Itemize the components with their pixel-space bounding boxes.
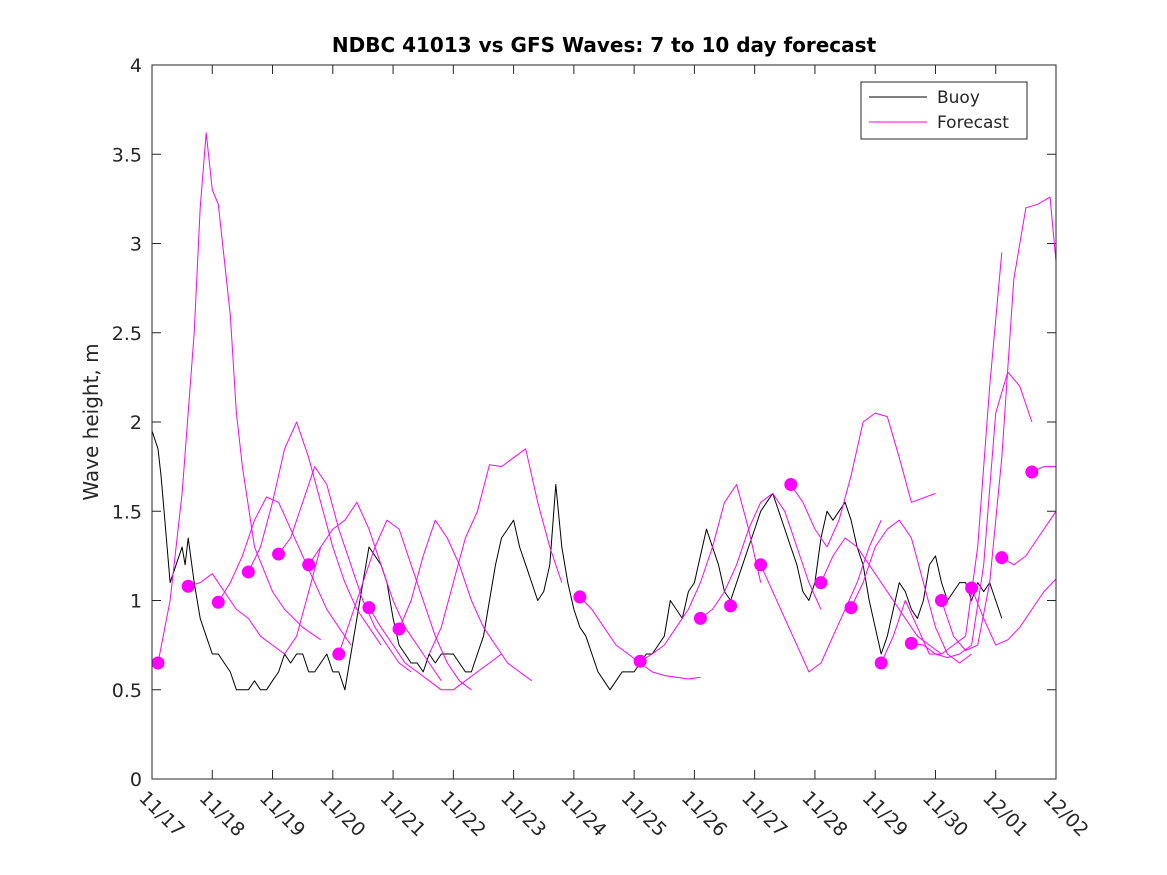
forecast-series-line xyxy=(700,492,822,619)
forecast-init-marker xyxy=(874,656,888,670)
forecast-init-marker xyxy=(151,656,165,670)
forecast-series-line xyxy=(247,421,382,646)
forecast-series-line xyxy=(338,519,472,691)
forecast-init-marker xyxy=(181,579,195,593)
y-tick-label: 3 xyxy=(130,234,142,256)
forecast-series-line xyxy=(368,607,502,691)
forecast-series-line xyxy=(428,448,563,655)
legend-buoy-label: Buoy xyxy=(937,88,980,108)
y-tick-label: 4 xyxy=(130,55,142,77)
forecast-init-marker xyxy=(784,477,798,491)
forecast-init-marker xyxy=(995,551,1009,565)
forecast-series-line xyxy=(971,578,1057,646)
forecast-series-line xyxy=(911,371,1033,659)
forecast-init-marker xyxy=(362,601,376,615)
forecast-series-line xyxy=(820,537,942,655)
forecast-series-line xyxy=(217,496,352,646)
forecast-init-marker xyxy=(693,611,707,625)
forecast-series-line xyxy=(1001,511,1057,566)
forecast-init-marker xyxy=(904,636,918,650)
y-tick-label: 0 xyxy=(130,769,142,791)
forecast-series-line xyxy=(850,519,972,664)
forecast-init-marker xyxy=(392,622,406,636)
y-tick-label: 2 xyxy=(130,412,142,434)
legend-forecast-label: Forecast xyxy=(937,113,1009,133)
y-tick-label: 0.5 xyxy=(112,680,142,702)
series-layer xyxy=(151,132,1057,691)
forecast-init-marker xyxy=(934,594,948,607)
legend: Buoy Forecast xyxy=(860,81,1028,140)
forecast-init-marker xyxy=(724,599,738,613)
forecast-series-line xyxy=(398,519,532,682)
legend-box xyxy=(860,81,1028,140)
forecast-init-marker xyxy=(633,654,647,668)
marker-layer xyxy=(151,465,1039,670)
forecast-series-line xyxy=(157,132,321,664)
forecast-init-marker xyxy=(241,565,255,579)
plot-area xyxy=(152,65,1056,779)
forecast-series-line xyxy=(880,252,1003,664)
forecast-init-marker xyxy=(272,547,286,561)
y-tick-label: 1 xyxy=(130,591,142,613)
forecast-init-marker xyxy=(211,595,225,609)
forecast-init-marker xyxy=(814,576,828,590)
forecast-init-marker xyxy=(965,581,979,595)
forecast-init-marker xyxy=(332,647,346,661)
forecast-series-line xyxy=(278,466,412,673)
forecast-init-marker xyxy=(573,590,587,604)
chart-title: NDBC 41013 vs GFS Waves: 7 to 10 day for… xyxy=(332,33,877,57)
forecast-series-line xyxy=(941,196,1057,651)
forecast-series-line xyxy=(188,546,322,655)
forecast-series-line xyxy=(760,519,882,673)
y-tick-label: 2.5 xyxy=(112,323,142,345)
y-tick-label: 3.5 xyxy=(112,144,142,166)
forecast-init-marker xyxy=(1025,465,1039,479)
y-tick-labels: 0 0.5 1 1.5 2 2.5 3 3.5 4 xyxy=(112,55,142,791)
y-axis-label: Wave height, m xyxy=(79,343,103,500)
plot-frame xyxy=(151,64,1057,780)
y-tick-label: 1.5 xyxy=(112,501,142,523)
forecast-series-line xyxy=(639,484,762,662)
forecast-series-line xyxy=(790,412,936,548)
forecast-init-marker xyxy=(754,558,768,572)
buoy-series-line xyxy=(151,430,1003,691)
forecast-init-marker xyxy=(844,601,858,615)
forecast-init-marker xyxy=(302,558,316,572)
